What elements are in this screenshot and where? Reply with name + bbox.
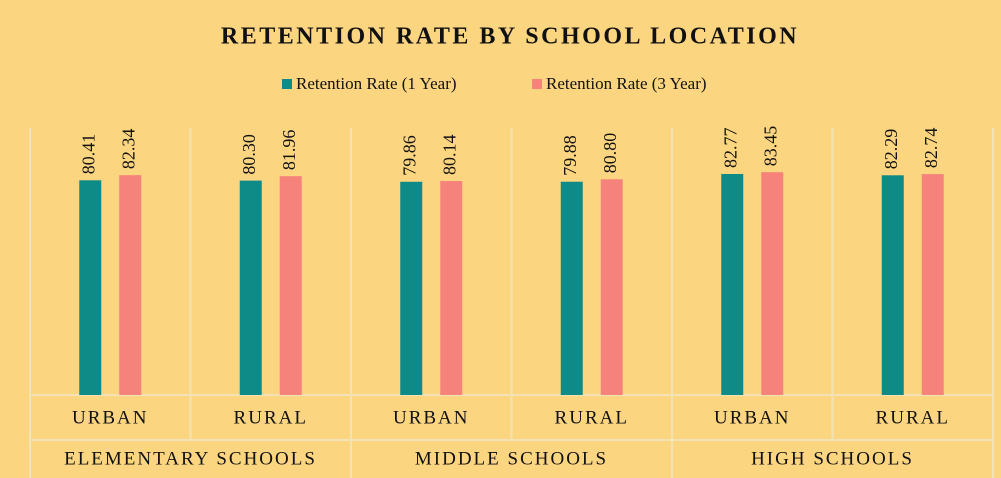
data-label: 80.30 [239, 134, 259, 175]
bar [921, 174, 944, 395]
bar [79, 180, 102, 395]
x-tick-label: URBAN [714, 407, 791, 428]
data-label: 80.14 [439, 135, 459, 176]
data-label: 79.88 [560, 135, 580, 176]
bar [761, 172, 784, 395]
bar [440, 181, 463, 395]
x-tick-label: URBAN [393, 407, 470, 428]
legend-label: Retention Rate (1 Year) [296, 74, 457, 93]
chart-title: RETENTION RATE BY SCHOOL LOCATION [221, 24, 799, 50]
data-label: 81.96 [279, 130, 299, 171]
data-label: 82.34 [118, 129, 138, 170]
data-label: 80.41 [78, 134, 98, 175]
x-tick-label: RURAL [876, 407, 950, 428]
data-label: 82.29 [881, 129, 901, 170]
bar [560, 181, 583, 395]
data-label: 82.77 [720, 128, 740, 169]
bar [119, 175, 142, 395]
bar [279, 176, 302, 395]
bar [881, 175, 904, 395]
x-tick-label: RURAL [555, 407, 629, 428]
legend-swatch [282, 79, 292, 89]
bar [600, 179, 623, 395]
x-tick-label: URBAN [72, 407, 149, 428]
legend-label: Retention Rate (3 Year) [546, 74, 707, 93]
data-label: 79.86 [399, 135, 419, 176]
group-label: ELEMENTARY SCHOOLS [64, 448, 317, 469]
group-label: HIGH SCHOOLS [751, 448, 914, 469]
data-label: 82.74 [921, 128, 941, 169]
bar [239, 180, 262, 395]
group-label: MIDDLE SCHOOLS [415, 448, 608, 469]
data-label: 83.45 [760, 126, 780, 167]
x-tick-label: RURAL [234, 407, 308, 428]
bar [721, 174, 744, 395]
bar [400, 181, 423, 395]
data-label: 80.80 [600, 133, 620, 174]
legend-swatch [532, 79, 542, 89]
